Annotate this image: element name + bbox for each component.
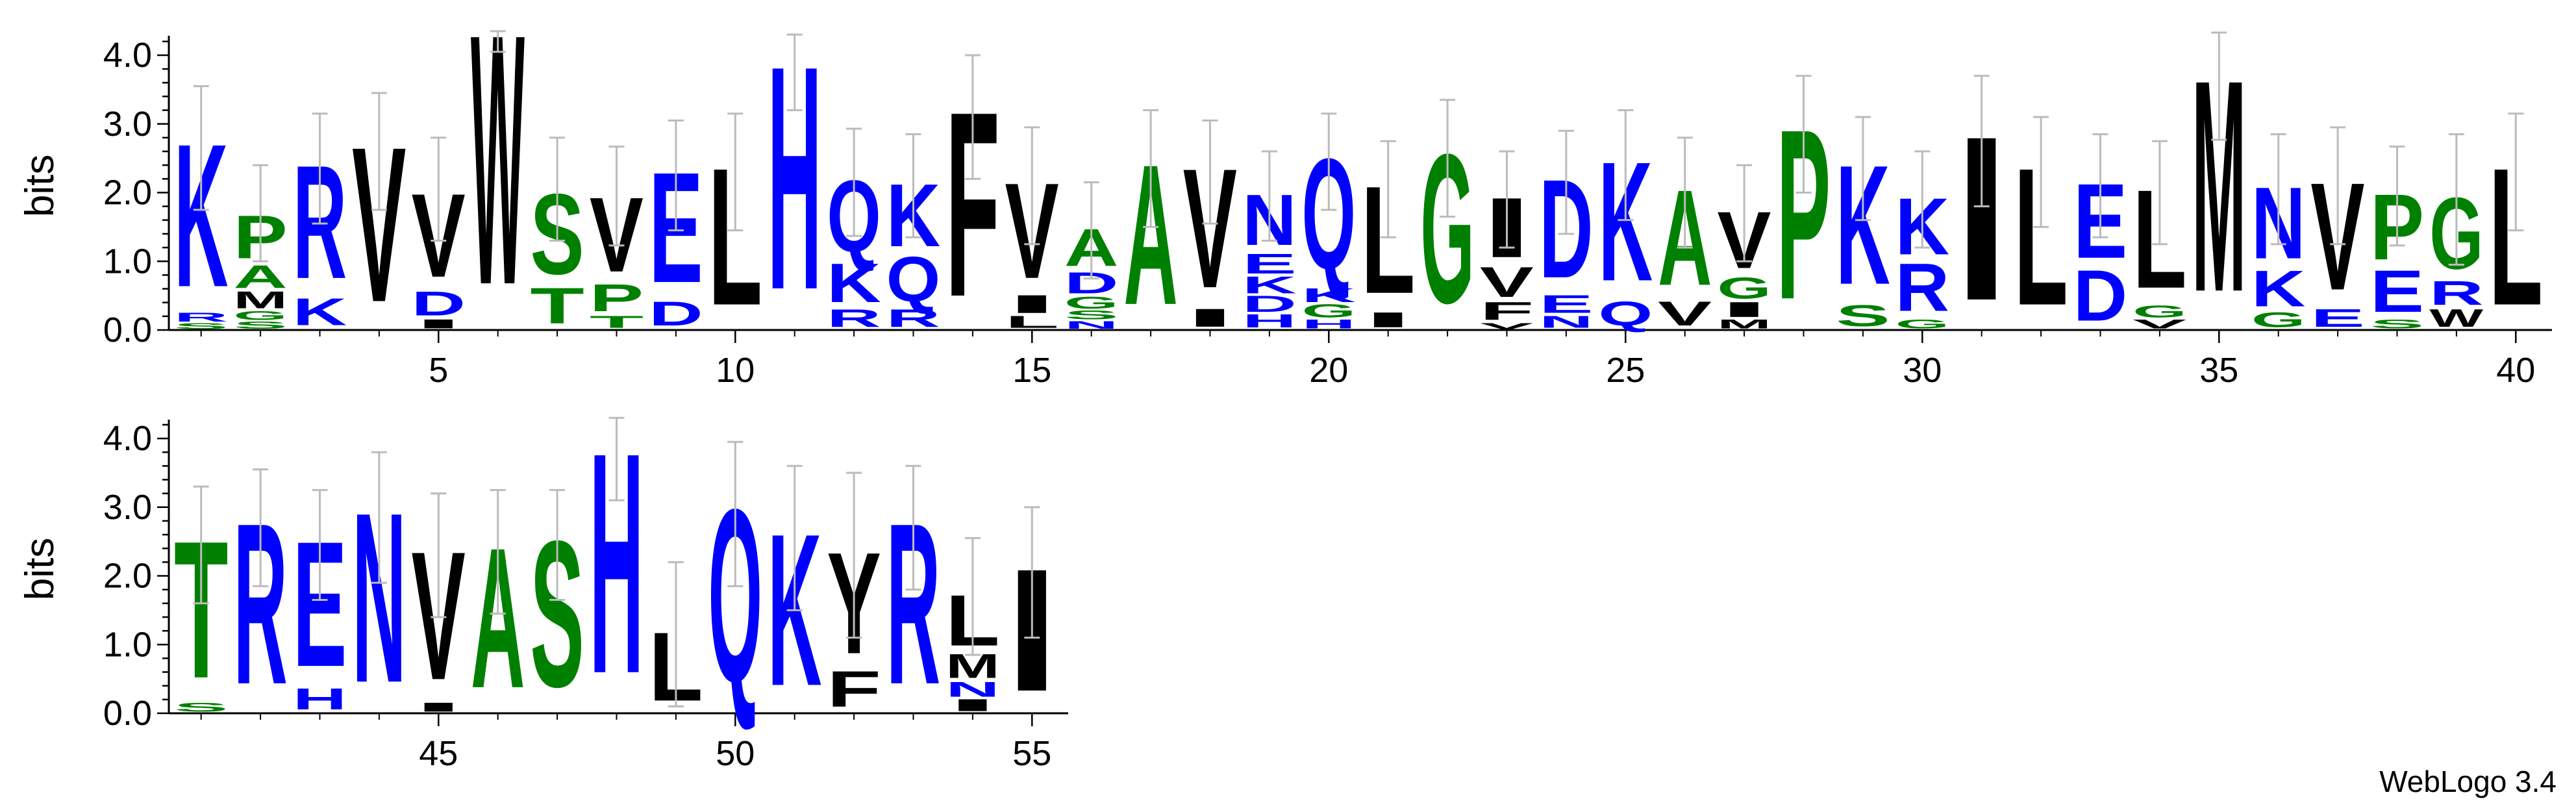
logo-letter: W <box>2429 304 2484 333</box>
weblogo-version-label: WebLogo 3.4 <box>2379 765 2557 798</box>
logo-letter: I <box>1183 303 1237 332</box>
logo-letter: Q <box>886 244 940 315</box>
logo-letter: R <box>174 310 228 324</box>
y-tick-label: 3.0 <box>103 105 152 144</box>
logo-letter: K <box>827 252 881 314</box>
logo-letter: R <box>1895 249 1949 325</box>
x-tick-label: 15 <box>1012 351 1051 390</box>
y-tick-label: 1.0 <box>103 625 152 664</box>
logo-letter: I <box>1361 308 1415 332</box>
logo-letter: H <box>1302 317 1356 331</box>
logo-letter: H <box>293 682 347 716</box>
y-tick-label: 2.0 <box>103 557 152 596</box>
logo-letter: S <box>1064 308 1118 322</box>
y-axis-label: bits <box>18 155 62 217</box>
logo-letter: P <box>590 277 644 320</box>
logo-letter: D <box>412 285 466 323</box>
logo-letter: V <box>1480 259 1534 306</box>
logo-letter: Q <box>1599 295 1653 333</box>
logo-letter: D <box>1242 292 1296 317</box>
logo-letter: D <box>2073 255 2127 336</box>
logo-letter: I <box>1717 298 1771 322</box>
logo-letter: V <box>1658 295 1712 333</box>
logo-letter: G <box>233 309 287 323</box>
logo-letter: F <box>827 660 881 717</box>
logo-letter: L <box>1005 312 1059 331</box>
y-tick-label: 1.0 <box>103 242 152 281</box>
x-tick-label: 20 <box>1309 351 1348 390</box>
x-tick-label: 40 <box>2496 351 2535 390</box>
y-tick-label: 0.0 <box>103 311 152 349</box>
logo-letter: W <box>471 0 525 359</box>
logo-letter: G <box>2251 308 2305 332</box>
logo-letter: E <box>1539 290 1593 318</box>
logo-letter: N <box>945 678 999 702</box>
y-axis-label: bits <box>18 538 62 600</box>
logo-letter: N <box>1539 312 1593 331</box>
logo-letter: S <box>1836 299 1890 333</box>
x-tick-label: 45 <box>419 734 458 773</box>
logo-letter: N <box>1064 318 1118 331</box>
logo-letter: K <box>293 291 347 334</box>
logo-letter: I <box>945 696 999 715</box>
logo-letter: H <box>1242 311 1296 331</box>
logo-letter: E <box>2370 259 2424 325</box>
x-tick-label: 50 <box>716 734 755 773</box>
logo-letter: R <box>2429 275 2483 312</box>
logo-letter: G <box>1717 272 1771 305</box>
x-tick-label: 5 <box>429 351 448 390</box>
y-tick-label: 4.0 <box>103 419 152 458</box>
logo-letter: I <box>412 700 466 715</box>
y-tick-label: 4.0 <box>103 36 152 75</box>
logo-letter: M <box>233 287 287 314</box>
x-tick-label: 55 <box>1012 734 1051 773</box>
y-tick-label: 3.0 <box>103 488 152 527</box>
logo-letter: F <box>1480 297 1534 325</box>
logo-letter: S <box>174 700 228 715</box>
logo-letter: K <box>1242 272 1297 298</box>
logo-letter: R <box>827 304 881 333</box>
logo-letter: V <box>2132 317 2186 331</box>
logo-letter: I <box>1005 290 1059 318</box>
logo-letter: D <box>649 295 703 333</box>
logo-letter: T <box>530 277 584 334</box>
y-tick-label: 0.0 <box>103 694 152 733</box>
logo-letter: S <box>233 320 287 331</box>
x-tick-label: 35 <box>2199 351 2238 390</box>
logo-letter: K <box>1302 285 1356 307</box>
logo-letter: G <box>1064 293 1118 312</box>
logo-letter: A <box>233 259 287 295</box>
x-tick-label: 25 <box>1606 351 1645 390</box>
logo-letter: E <box>2310 303 2364 332</box>
logo-letter: G <box>1895 317 1949 331</box>
logo-letter: K <box>2251 260 2305 317</box>
logo-letter: R <box>886 304 940 333</box>
x-tick-label: 30 <box>1903 351 1942 390</box>
logo-row-2: 0.01.02.03.04.0bits455055STRHENIVASHLQKF… <box>18 387 1068 773</box>
logo-letter: S <box>174 321 228 331</box>
logo-letter: E <box>1242 248 1296 280</box>
logo-letter: G <box>2132 302 2186 322</box>
x-tick-label: 10 <box>716 351 755 390</box>
logo-letter: S <box>2370 317 2424 331</box>
logo-letter: V <box>1480 321 1534 331</box>
y-tick-label: 2.0 <box>103 173 152 212</box>
logo-letter: T <box>590 312 644 331</box>
logo-letter: M <box>1717 317 1771 331</box>
logo-letter: G <box>1302 300 1356 321</box>
logo-letter: I <box>412 317 466 331</box>
